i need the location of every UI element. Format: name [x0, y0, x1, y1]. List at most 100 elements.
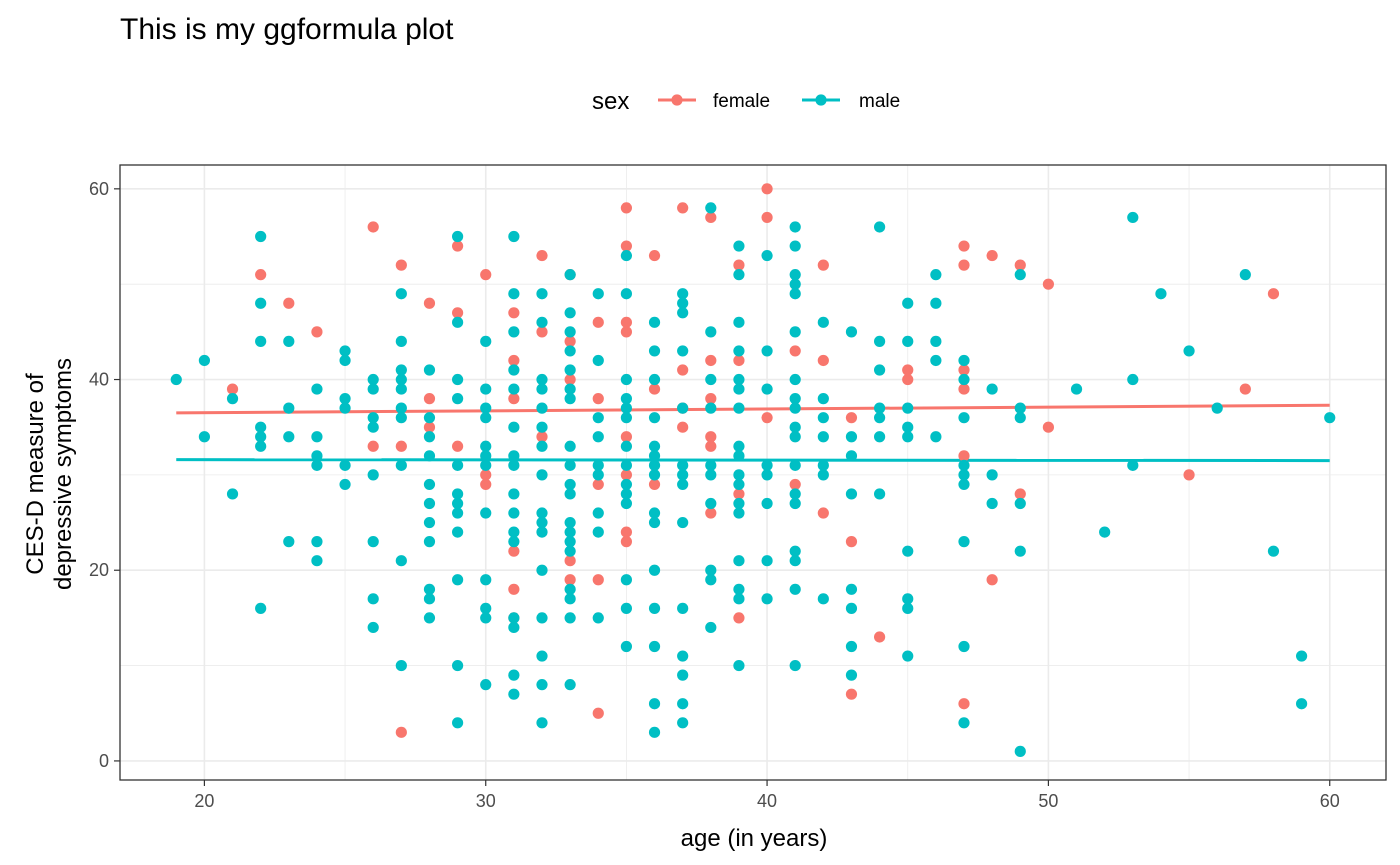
data-point-male	[789, 659, 801, 672]
data-point-male	[1267, 545, 1280, 557]
data-point-male	[705, 202, 717, 214]
data-point-female	[845, 688, 858, 700]
data-point-male	[733, 555, 745, 567]
data-point-male	[648, 564, 661, 576]
data-point-male	[677, 459, 689, 471]
data-point-male	[508, 450, 520, 462]
data-point-male	[564, 383, 576, 395]
data-point-male	[508, 230, 520, 243]
legend-key-point-male	[815, 94, 827, 106]
data-point-male	[452, 373, 464, 386]
data-point-male	[789, 488, 801, 500]
data-point-male	[789, 240, 801, 252]
data-point-female	[958, 259, 970, 271]
data-point-male	[536, 373, 548, 386]
data-point-male	[986, 497, 998, 510]
data-point-female	[395, 259, 407, 271]
data-point-female	[564, 574, 576, 586]
data-point-male	[452, 393, 464, 405]
data-point-male	[874, 402, 886, 414]
data-point-male	[395, 373, 407, 386]
data-point-male	[255, 440, 267, 452]
data-point-male	[648, 726, 661, 738]
x-tick-label: 50	[1038, 791, 1058, 811]
data-point-male	[592, 469, 604, 481]
data-point-male	[620, 478, 633, 491]
data-point-male	[283, 402, 295, 414]
data-point-male	[339, 459, 351, 471]
data-point-male	[423, 583, 436, 595]
data-point-male	[648, 450, 661, 462]
data-point-male	[817, 593, 829, 605]
data-point-male	[536, 679, 548, 691]
data-point-male	[564, 545, 576, 557]
data-point-female	[1239, 383, 1251, 395]
data-point-male	[789, 326, 801, 338]
legend-label-female: female	[713, 91, 770, 112]
data-point-male	[508, 288, 520, 300]
data-point-male	[789, 278, 801, 290]
data-point-male	[255, 297, 267, 309]
data-point-male	[648, 640, 661, 653]
data-point-male	[564, 393, 576, 405]
y-tick-label: 20	[89, 560, 109, 580]
data-point-female	[536, 326, 548, 338]
data-point-female	[733, 354, 745, 367]
data-point-male	[226, 488, 239, 500]
data-point-male	[311, 383, 323, 395]
data-point-male	[1070, 383, 1083, 395]
data-point-male	[480, 612, 492, 624]
data-point-male	[395, 402, 407, 414]
data-point-male	[452, 230, 464, 243]
data-point-male	[367, 593, 379, 605]
data-point-male	[845, 431, 858, 443]
data-point-male	[733, 478, 745, 491]
data-point-male	[620, 412, 633, 424]
data-point-male	[677, 402, 689, 414]
data-point-male	[1014, 497, 1026, 510]
data-point-male	[733, 345, 745, 357]
data-point-male	[1014, 545, 1026, 557]
data-point-male	[648, 516, 661, 529]
data-point-female	[705, 354, 717, 367]
data-point-male	[536, 564, 548, 576]
data-point-female	[620, 316, 633, 328]
data-point-male	[902, 545, 914, 557]
data-point-male	[423, 478, 436, 491]
data-point-male	[536, 288, 548, 300]
data-point-male	[367, 412, 379, 424]
data-point-female	[761, 412, 773, 424]
data-point-male	[930, 354, 942, 367]
data-point-male	[536, 316, 548, 328]
data-point-female	[255, 269, 267, 281]
panel-border	[119, 164, 1387, 781]
data-point-male	[564, 583, 576, 595]
data-point-male	[395, 288, 407, 300]
data-point-male	[592, 412, 604, 424]
data-point-female	[395, 726, 407, 738]
data-point-female	[1014, 259, 1026, 271]
data-point-male	[592, 288, 604, 300]
data-point-male	[648, 469, 661, 481]
x-axis-title: age (in years)	[681, 825, 828, 852]
data-point-male	[508, 488, 520, 500]
data-point-male	[761, 593, 773, 605]
data-point-male	[536, 421, 548, 433]
data-point-male	[789, 459, 801, 471]
data-point-male	[564, 326, 576, 338]
data-point-male	[480, 459, 492, 471]
data-point-male	[1014, 412, 1026, 424]
data-point-male	[733, 240, 745, 252]
data-point-female	[705, 431, 717, 443]
data-point-male	[620, 640, 633, 653]
data-point-male	[564, 345, 576, 357]
data-point-female	[789, 478, 801, 491]
data-point-female	[592, 574, 604, 586]
data-point-male	[733, 583, 745, 595]
data-point-male	[170, 373, 182, 386]
data-point-male	[508, 383, 520, 395]
data-point-female	[986, 574, 998, 586]
data-point-male	[733, 497, 745, 510]
data-point-male	[874, 335, 886, 347]
data-point-male	[480, 679, 492, 691]
